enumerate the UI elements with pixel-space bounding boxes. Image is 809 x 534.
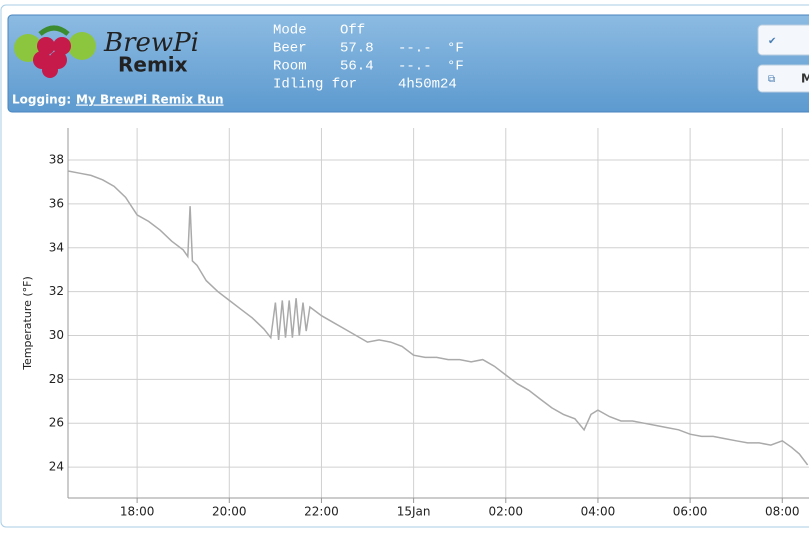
logo-text: BrewPi: [103, 28, 199, 58]
y-tick-label: 24: [49, 460, 64, 474]
status-text: °F: [447, 41, 464, 57]
y-tick-label: 30: [49, 328, 64, 342]
plot: 24 26 28 30 32 34 36 38 18:00 20:00 22:00 15Jan 02:0…: [49, 128, 809, 519]
x-tick-label: 02:00: [488, 505, 523, 519]
y-tick-label: 36: [49, 196, 64, 210]
status-text: Mode: [273, 23, 307, 39]
button-label[interactable]: M: [801, 72, 809, 86]
x-tick-label: 08:00: [765, 505, 800, 519]
y-axis-label: Temperature (°F): [21, 276, 34, 371]
y-tick-label: 26: [49, 416, 64, 430]
logging-label: Logging:: [12, 93, 71, 107]
x-tick-label: 15Jan: [397, 505, 431, 519]
logo: [14, 25, 96, 78]
x-tick-label: 22:00: [304, 505, 339, 519]
button[interactable]: [757, 24, 809, 56]
status-text: Room: [273, 59, 307, 75]
x-tick-label: 06:00: [673, 505, 708, 519]
y-tick-label: 28: [49, 372, 64, 386]
status-text: --.-: [398, 59, 432, 75]
status-text: 56.4: [340, 59, 374, 75]
button[interactable]: [757, 64, 809, 93]
y-tick-label: 32: [49, 284, 64, 298]
x-tick-label: 20:00: [212, 505, 247, 519]
button-icon: ✔: [768, 36, 776, 47]
status-text: 4h50m24: [398, 77, 457, 93]
x-tick-label: 18:00: [120, 505, 155, 519]
button-icon: ⧉: [768, 74, 775, 85]
x-tick-label: 04:00: [581, 505, 616, 519]
y-tick-label: 34: [49, 240, 64, 254]
status-text: Beer: [273, 41, 307, 57]
status: Mode Off Beer 57.8 --.- °F Room 56.4 --.- °F Idlin…: [273, 23, 464, 93]
status-text: 57.8: [340, 41, 374, 57]
y-tick-label: 38: [49, 153, 64, 167]
logging-link[interactable]: My BrewPi Remix Run: [76, 93, 224, 107]
panel: [0, 4, 809, 528]
status-text: °F: [447, 59, 464, 75]
logo-text: Remix: [118, 53, 188, 77]
status-text: Idling for: [273, 77, 357, 93]
status-text: Off: [340, 23, 365, 39]
temperature-line: [68, 170, 809, 466]
header-bar: [7, 14, 809, 113]
status-text: --.-: [398, 41, 432, 57]
